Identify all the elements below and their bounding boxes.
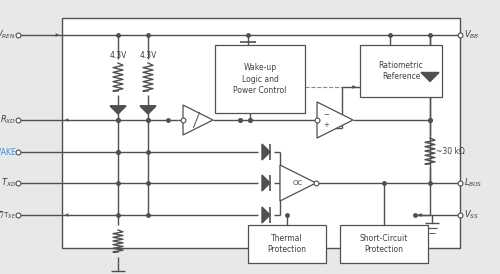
Text: $R_{XD}$: $R_{XD}$ — [0, 114, 16, 126]
Text: −: − — [323, 112, 329, 118]
Polygon shape — [183, 105, 213, 135]
Text: $L_{BUS}$: $L_{BUS}$ — [464, 177, 482, 189]
Text: CS/WAKE: CS/WAKE — [0, 147, 16, 156]
Text: 4.3V: 4.3V — [110, 50, 126, 59]
Bar — [340, 225, 428, 263]
Bar — [215, 45, 305, 113]
Polygon shape — [262, 144, 270, 160]
Text: $\overline{\rm FAULT}/T_{XE}$: $\overline{\rm FAULT}/T_{XE}$ — [0, 209, 16, 221]
Text: 4.3V: 4.3V — [140, 50, 156, 59]
Text: $V_{SS}$: $V_{SS}$ — [464, 209, 479, 221]
Bar — [62, 18, 460, 248]
Polygon shape — [421, 73, 439, 81]
Text: $V_{REN}$: $V_{REN}$ — [0, 29, 16, 41]
Text: Thermal
Protection: Thermal Protection — [268, 234, 306, 254]
Text: ~30 kΩ: ~30 kΩ — [436, 147, 465, 156]
Polygon shape — [262, 175, 270, 191]
Polygon shape — [140, 106, 156, 114]
Polygon shape — [280, 165, 316, 201]
Bar — [360, 45, 442, 97]
Polygon shape — [317, 102, 353, 138]
Text: Ratiometric
Reference: Ratiometric Reference — [378, 61, 424, 81]
Text: OC: OC — [293, 180, 303, 186]
Polygon shape — [262, 207, 270, 223]
Polygon shape — [110, 106, 126, 114]
Text: $V_{BB}$: $V_{BB}$ — [464, 29, 479, 41]
Text: Wake-up
Logic and
Power Control: Wake-up Logic and Power Control — [234, 63, 286, 95]
Text: $T_{XD}$: $T_{XD}$ — [0, 177, 16, 189]
Text: +: + — [323, 122, 329, 129]
Bar — [248, 225, 326, 263]
Text: Short-Circuit
Protection: Short-Circuit Protection — [360, 234, 408, 254]
